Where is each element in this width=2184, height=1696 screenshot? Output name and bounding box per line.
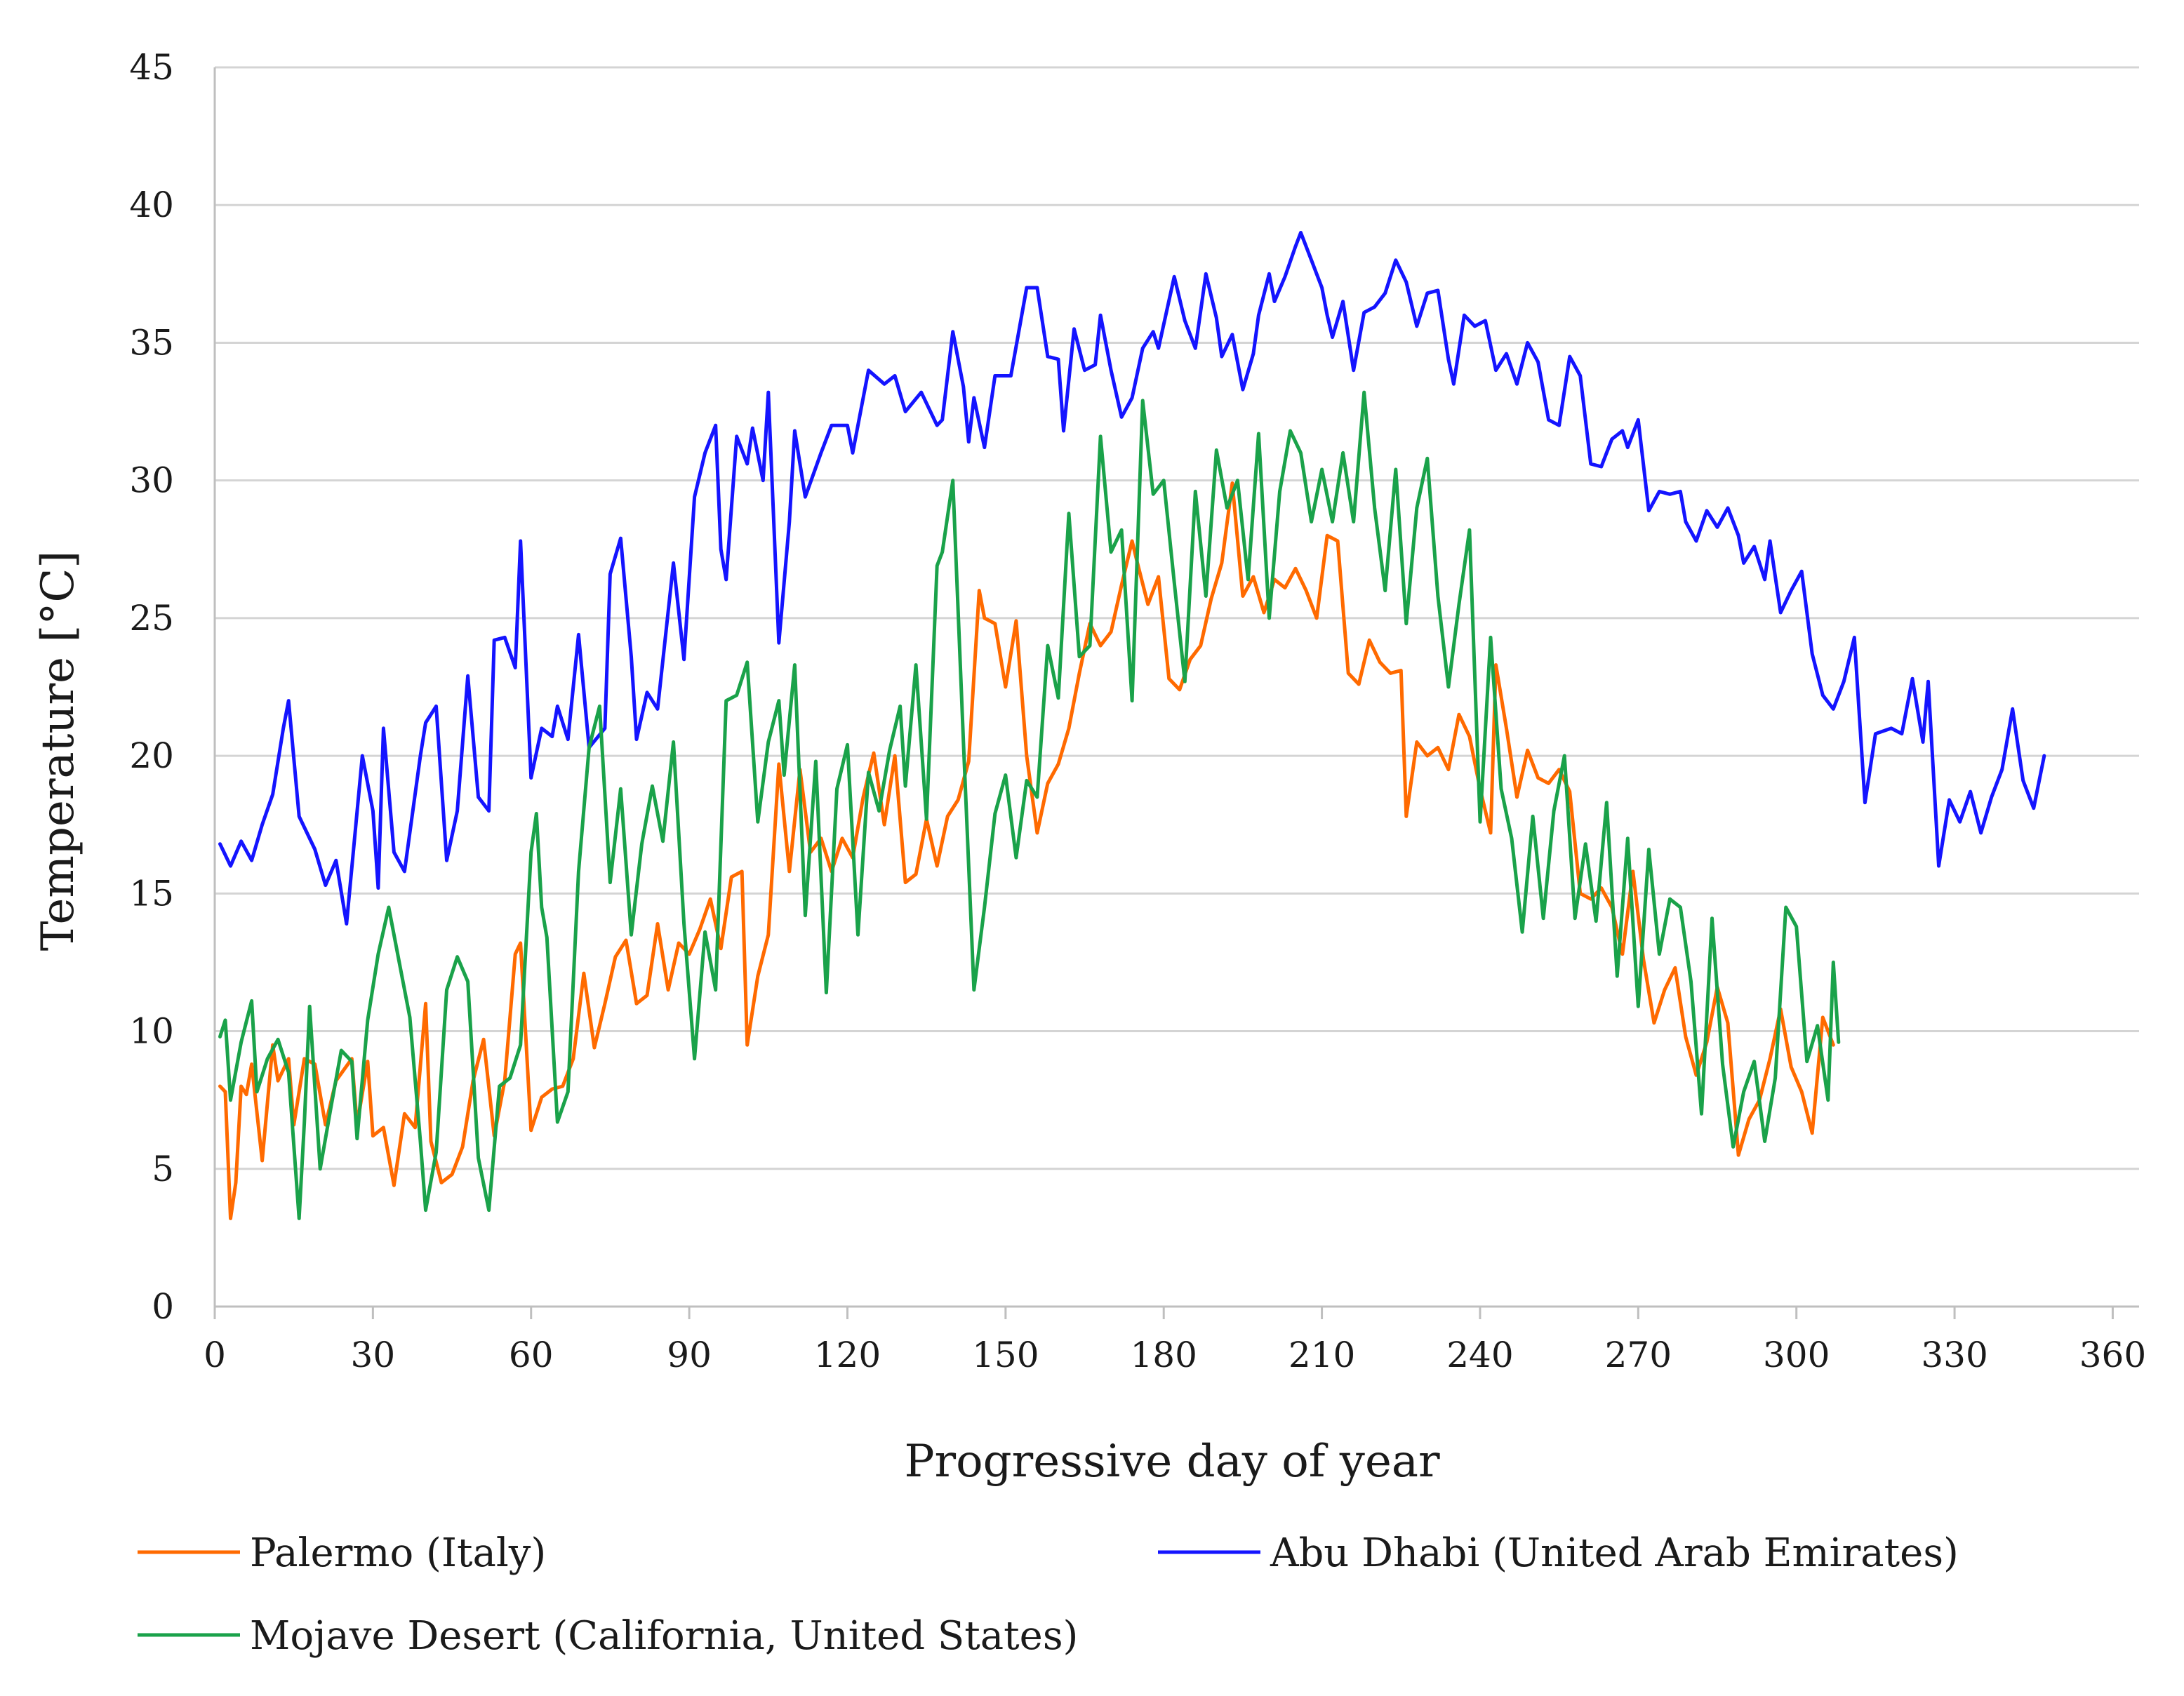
y-tick-label: 5 [152,1149,174,1189]
x-tick-label: 180 [1131,1335,1197,1375]
y-tick-label: 45 [129,47,174,88]
y-tick-label: 40 [129,185,174,225]
legend-item-mojave: Mojave Desert (California, United States… [138,1613,1078,1659]
series-line-palermo [218,481,1835,1220]
x-tick-label: 360 [2079,1335,2146,1375]
x-tick-label: 240 [1446,1335,1513,1375]
y-axis-title: Temperature [°C] [32,551,84,952]
tick-labels: 0 5 10 15 20 25 30 35 40 45 0 30 60 90 120 150 180 210 240… [129,47,2146,1375]
x-tick-label: 90 [667,1335,712,1375]
x-tick-label: 120 [814,1335,881,1375]
y-tick-label: 20 [129,735,174,776]
y-tick-label: 10 [129,1011,174,1052]
legend-item-abu-dhabi: Abu Dhabi (United Arab Emirates) [1158,1530,1959,1576]
legend-item-palermo: Palermo (Italy) [138,1530,546,1576]
series-line-mojave [218,390,1841,1220]
y-tick-label: 35 [129,322,174,363]
x-tick-label: 0 [204,1335,226,1375]
legend: Palermo (Italy) Abu Dhabi (United Arab E… [138,1530,1959,1659]
y-tick-label: 30 [129,460,174,501]
x-tick-label: 330 [1921,1335,1987,1375]
legend-label-abu-dhabi: Abu Dhabi (United Arab Emirates) [1270,1530,1959,1576]
y-tick-label: 0 [152,1286,174,1327]
series-lines [218,231,2046,1220]
x-axis-title: Progressive day of year [904,1436,1440,1488]
x-tick-label: 60 [509,1335,554,1375]
y-tick-label: 25 [129,598,174,639]
x-tick-label: 150 [972,1335,1039,1375]
x-tick-label: 300 [1763,1335,1830,1375]
y-tick-label: 15 [129,873,174,914]
x-tick-label: 30 [351,1335,396,1375]
series-line-abu [218,231,2046,926]
x-tick-label: 210 [1289,1335,1355,1375]
legend-label-palermo: Palermo (Italy) [250,1530,546,1576]
legend-label-mojave: Mojave Desert (California, United States… [250,1613,1078,1659]
x-tick-label: 270 [1605,1335,1672,1375]
axes [213,67,2139,1319]
